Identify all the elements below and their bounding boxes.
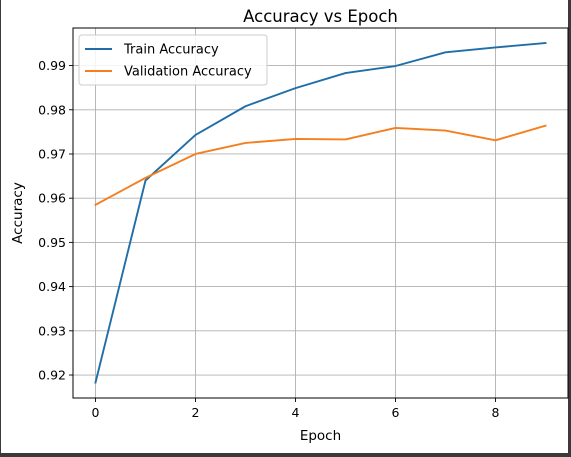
x-tick-label: 4: [292, 405, 300, 420]
y-tick-label: 0.93: [38, 323, 66, 338]
legend-box: [78, 34, 268, 86]
y-tick-label: 0.97: [38, 146, 66, 161]
y-tick-label: 0.95: [38, 235, 66, 250]
series-line-validation-accuracy: [94, 124, 547, 207]
y-axis-ticks: 0.92 0.93 0.94 0.95 0.96 0.97 0.98 0.99: [38, 58, 73, 383]
legend-label-validation-accuracy: Validation Accuracy: [124, 65, 252, 80]
x-tick-label: 0: [92, 405, 100, 420]
y-tick-label: 0.96: [38, 191, 66, 206]
y-tick-label: 0.99: [38, 58, 66, 73]
legend-label-train-accuracy: Train Accuracy: [123, 43, 219, 58]
y-tick-label: 0.94: [38, 279, 66, 294]
grid-lines: [73, 28, 568, 398]
series-lines: [94, 42, 547, 384]
x-tick-label: 2: [192, 405, 200, 420]
legend: Train Accuracy Validation Accuracy: [78, 34, 268, 86]
y-tick-label: 0.92: [38, 368, 66, 383]
chart-title: Accuracy vs Epoch: [243, 7, 398, 26]
y-axis-label: Accuracy: [10, 182, 26, 244]
x-axis-label: Epoch: [300, 428, 341, 444]
x-tick-label: 6: [392, 405, 400, 420]
plot-area: [72, 27, 569, 399]
x-tick-label: 8: [492, 405, 500, 420]
series-line-train-accuracy: [94, 42, 547, 384]
x-axis-ticks: 0 2 4 6 8: [92, 398, 500, 420]
y-tick-label: 0.98: [38, 102, 66, 117]
